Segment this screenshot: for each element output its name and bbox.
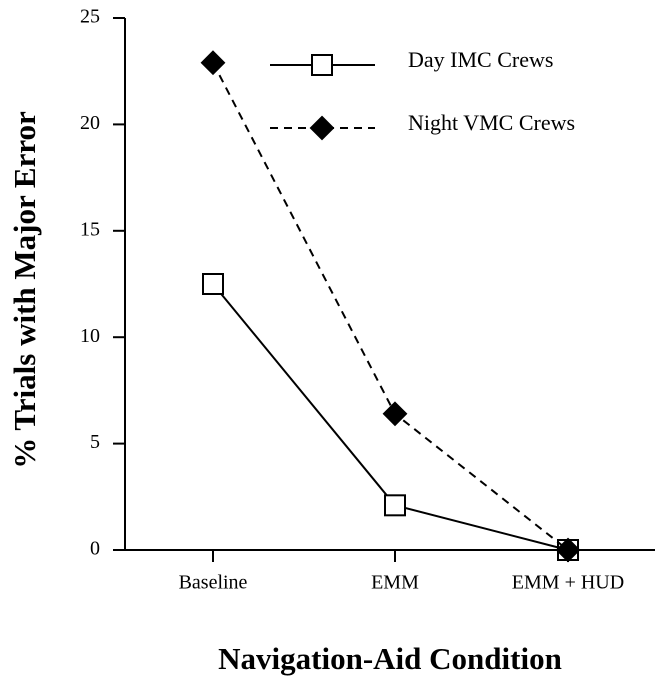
legend-marker [311,54,333,76]
y-tick-label: 25 [80,6,100,28]
x-tick-label: EMM [371,572,419,594]
x-axis-title: Navigation-Aid Condition [218,641,562,676]
data-point [382,401,408,427]
data-point [555,537,581,563]
y-tick-label: 5 [90,431,100,453]
y-tick-label: 15 [80,218,100,240]
legend-label: Night VMC Crews [408,110,575,135]
y-tick-label: 0 [90,538,100,560]
y-axis-title: % Trials with Major Error [7,111,42,469]
x-tick-label: EMM + HUD [512,572,624,594]
legend-label: Day IMC Crews [408,47,553,72]
data-point [202,273,224,295]
data-point [384,494,406,517]
y-tick-label: 20 [80,112,100,134]
y-tick-label: 10 [80,325,100,347]
legend-marker [309,115,335,141]
data-point [200,50,226,76]
series-line [212,62,569,551]
x-tick-label: Baseline [179,572,248,594]
